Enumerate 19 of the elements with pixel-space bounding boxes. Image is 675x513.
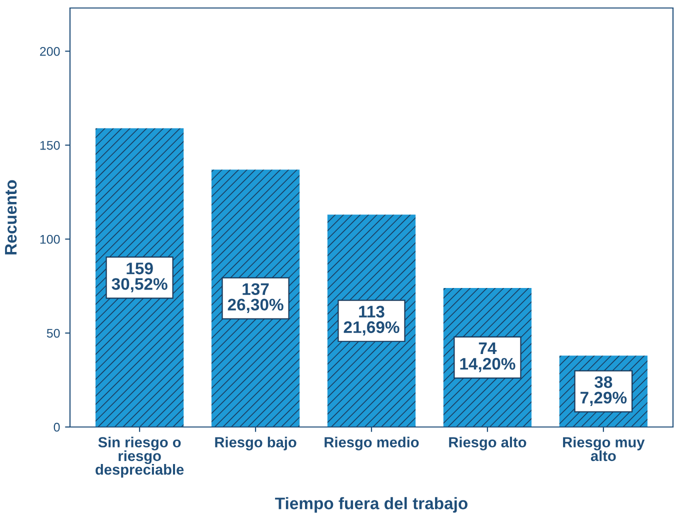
x-axis-title: Tiempo fuera del trabajo	[275, 497, 468, 513]
x-tick-label: Riesgo muy alto	[563, 436, 645, 462]
data-label: 38 7,29%	[580, 376, 627, 406]
y-tick-label: 200	[40, 47, 60, 56]
data-label: 159 30,52%	[112, 262, 168, 292]
data-label: 113 21,69%	[344, 306, 400, 336]
data-label: 74 14,20%	[460, 342, 516, 372]
bar	[96, 128, 184, 427]
data-label: 137 26,30%	[228, 283, 284, 313]
y-tick-label: 50	[46, 328, 60, 338]
y-tick-label: 0	[54, 422, 60, 432]
x-tick-label: Riesgo bajo	[215, 436, 296, 450]
x-tick-label: Riesgo alto	[449, 436, 526, 450]
x-tick-label: Riesgo medio	[324, 436, 419, 450]
y-axis-title: Recuento	[5, 180, 17, 254]
y-tick-label: 100	[40, 234, 60, 244]
y-tick-label: 150	[40, 140, 60, 150]
bar	[211, 170, 300, 427]
x-tick-label: Sin riesgo o riesgo despreciable	[96, 436, 184, 478]
